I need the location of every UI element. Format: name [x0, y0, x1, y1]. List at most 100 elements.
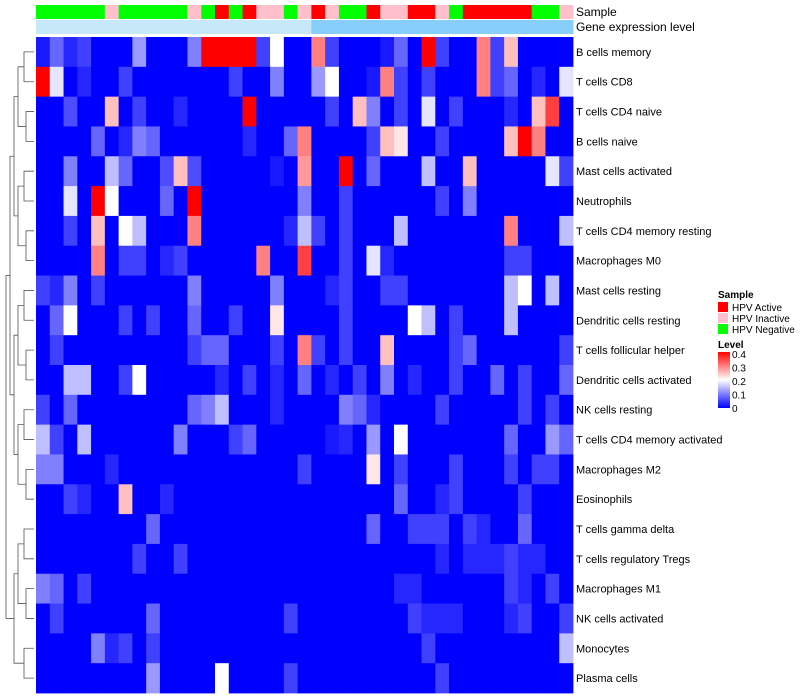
heatmap-cell	[242, 633, 257, 664]
heatmap-cell	[283, 275, 299, 306]
heatmap-cell	[531, 275, 546, 306]
heatmap-cell	[77, 186, 92, 217]
heatmap-cell	[325, 603, 340, 634]
heatmap-cell	[242, 424, 257, 455]
heatmap-cell	[118, 603, 133, 634]
heatmap-cell	[421, 424, 436, 455]
heatmap-cell	[36, 96, 51, 127]
heatmap-cell	[449, 394, 464, 426]
heatmap-cell	[173, 394, 188, 426]
heatmap-cell	[352, 245, 367, 276]
heatmap-cell	[201, 633, 216, 664]
heatmap-cell	[476, 245, 491, 276]
heatmap-cell	[228, 365, 243, 396]
sample-annotation-cell	[63, 5, 78, 19]
heatmap-cell	[352, 305, 367, 336]
dendrogram-branch	[23, 647, 34, 679]
heatmap-cell	[338, 305, 354, 336]
expression-annotation-cell	[435, 20, 450, 34]
heatmap-cell	[215, 275, 230, 306]
heatmap-cell	[380, 245, 395, 276]
heatmap-cell	[49, 335, 64, 366]
heatmap-cell	[201, 37, 216, 68]
heatmap-cell	[228, 663, 243, 694]
heatmap-cell	[146, 156, 161, 187]
heatmap-cell	[476, 96, 491, 127]
heatmap-cell	[91, 365, 106, 396]
heatmap-cell	[352, 37, 367, 68]
heatmap-cell	[256, 424, 271, 455]
heatmap-cell	[49, 96, 64, 127]
heatmap-cell	[407, 186, 422, 217]
heatmap-cell	[449, 543, 464, 575]
heatmap-cell	[159, 305, 175, 336]
heatmap-cell	[132, 633, 147, 664]
heatmap-cell	[228, 156, 243, 187]
heatmap-cell	[462, 365, 478, 396]
sample-annotation-cell	[311, 5, 326, 19]
heatmap-cell	[132, 335, 147, 366]
heatmap-cell	[338, 573, 354, 604]
heatmap-cell	[118, 245, 133, 276]
heatmap-cell	[435, 126, 450, 157]
heatmap-cell	[256, 335, 271, 366]
heatmap-cell	[490, 37, 505, 68]
heatmap-cell	[421, 186, 436, 217]
heatmap-cell	[173, 126, 188, 157]
heatmap-cell	[36, 543, 51, 575]
heatmap-cell	[201, 156, 216, 187]
heatmap-cell	[311, 335, 326, 366]
heatmap-cell	[352, 186, 367, 217]
heatmap-cell	[462, 275, 478, 306]
heatmap-cell	[394, 573, 409, 604]
heatmap-cell	[146, 603, 161, 634]
dendrogram-branch	[13, 96, 18, 217]
heatmap-cell	[338, 215, 354, 247]
level-legend-title: Level	[718, 340, 744, 351]
heatmap-cell	[242, 663, 257, 694]
expression-annotation-cell	[297, 20, 312, 34]
heatmap-cell	[421, 96, 436, 127]
dendrogram-branch	[25, 349, 34, 381]
expression-annotation-cell	[118, 20, 133, 34]
heatmap-cell	[531, 514, 546, 545]
row-label: Eosinophils	[576, 494, 633, 506]
heatmap-cell	[283, 126, 299, 157]
sample-annotation-cell	[173, 5, 188, 19]
heatmap-cell	[49, 66, 64, 98]
heatmap-cell	[270, 514, 285, 545]
expression-annotation-cell	[325, 20, 340, 34]
heatmap-cell	[201, 215, 216, 247]
heatmap-cell	[283, 66, 299, 98]
heatmap-cell	[36, 573, 51, 604]
heatmap-cell	[256, 96, 271, 127]
expression-annotation-cell	[366, 20, 381, 34]
heatmap-cell	[159, 245, 175, 276]
heatmap-cell	[462, 633, 478, 664]
expression-annotation-cell	[338, 20, 354, 34]
heatmap-cell	[256, 245, 271, 276]
heatmap-cell	[270, 335, 285, 366]
sample-annotation-cell	[283, 5, 299, 19]
heatmap-cell	[77, 365, 92, 396]
heatmap-cell	[462, 96, 478, 127]
heatmap-cell	[545, 335, 560, 366]
heatmap-cell	[270, 156, 285, 187]
heatmap-cell	[256, 663, 271, 694]
heatmap-cell	[407, 663, 422, 694]
heatmap-cell	[201, 424, 216, 455]
heatmap-cell	[215, 335, 230, 366]
heatmap-cell	[449, 186, 464, 217]
heatmap-cell	[545, 543, 560, 575]
heatmap-cell	[63, 215, 78, 247]
heatmap-cell	[132, 186, 147, 217]
heatmap-cell	[352, 335, 367, 366]
heatmap-cell	[91, 633, 106, 664]
heatmap-cell	[270, 365, 285, 396]
heatmap-cell	[504, 543, 519, 575]
heatmap-cell	[559, 66, 574, 98]
expression-annotation-cell	[132, 20, 147, 34]
heatmap-cell	[159, 514, 175, 545]
heatmap-cell	[380, 365, 395, 396]
row-label: T cells CD8	[576, 77, 633, 89]
